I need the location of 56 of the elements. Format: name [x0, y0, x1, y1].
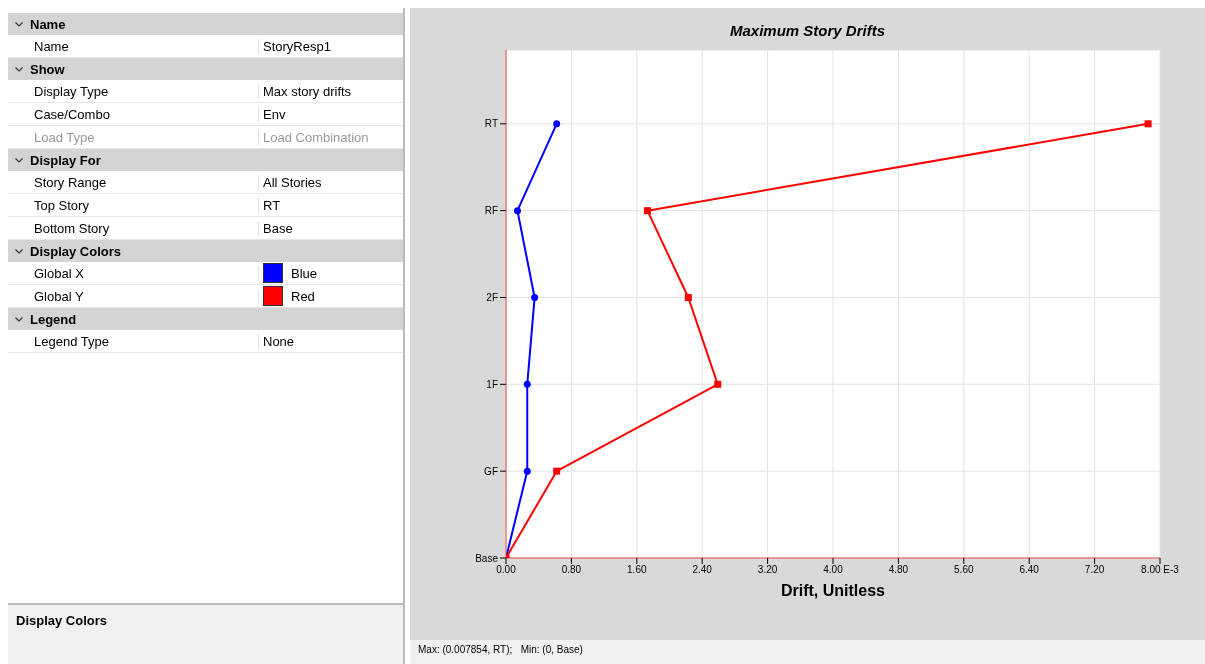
chart-title: Maximum Story Drifts: [728, 22, 886, 39]
x-tick-label: 5.60: [954, 564, 974, 576]
text: All Stories: [262, 174, 322, 190]
text: Legend: [30, 311, 77, 327]
point: [523, 380, 531, 388]
point: [1144, 120, 1152, 128]
text: Global Y: [30, 288, 259, 304]
text: Env: [262, 106, 286, 122]
text: RT: [262, 197, 281, 213]
text: Story Range: [30, 174, 259, 190]
text: Global X: [30, 265, 259, 281]
text: Display For: [30, 152, 101, 168]
point: [643, 207, 651, 215]
text: Show: [30, 61, 65, 77]
x-tick-label: 3.20: [757, 564, 778, 576]
text: Max story drifts: [262, 83, 352, 99]
x-tick-label: 0.00: [496, 564, 517, 576]
text: Bottom Story: [30, 220, 259, 236]
point: [523, 467, 531, 475]
point: [553, 467, 561, 475]
y-tick-label: RF: [484, 205, 498, 217]
text: Base: [262, 220, 293, 236]
y-tick-label: RT: [484, 118, 498, 130]
text: StoryResp1: [262, 38, 331, 54]
point: [531, 293, 539, 301]
y-tick-label: 2F: [486, 292, 498, 304]
text: Display Colors: [30, 243, 122, 259]
x-tick-label: 6.40: [1019, 564, 1040, 576]
text: Max: (0.007854, RT); Min: (0, Base): [418, 644, 583, 655]
x-axis-title: Drift, Unitless: [780, 582, 886, 599]
point: [553, 120, 561, 128]
x-tick-label: 1.60: [627, 564, 647, 576]
text: Case/Combo: [30, 106, 259, 122]
x-tick-label: 7.20: [1084, 564, 1105, 576]
x-tick-label: 8.00 E-3: [1141, 564, 1180, 576]
text: Name: [30, 16, 66, 32]
text: None: [262, 333, 295, 349]
point: [513, 207, 521, 215]
text: Load Combination: [262, 129, 369, 145]
point: [684, 293, 692, 301]
text: Load Type: [30, 129, 259, 145]
text: Display Colors: [8, 603, 403, 664]
y-tick-label: GF: [484, 465, 498, 477]
text: Blue: [290, 264, 318, 283]
text: Legend Type: [30, 333, 259, 349]
text: Top Story: [30, 197, 259, 213]
x-tick-label: 0.80: [561, 564, 582, 576]
text: Display Type: [30, 83, 259, 99]
point: [714, 380, 722, 388]
y-tick-label: 1F: [486, 378, 498, 390]
x-tick-label: 4.80: [888, 564, 909, 576]
y-tick-label: Base: [475, 552, 499, 564]
x-tick-label: 2.40: [692, 564, 713, 576]
text: Name: [30, 38, 259, 54]
text: Red: [290, 287, 315, 306]
x-tick-label: 4.00: [823, 564, 844, 576]
